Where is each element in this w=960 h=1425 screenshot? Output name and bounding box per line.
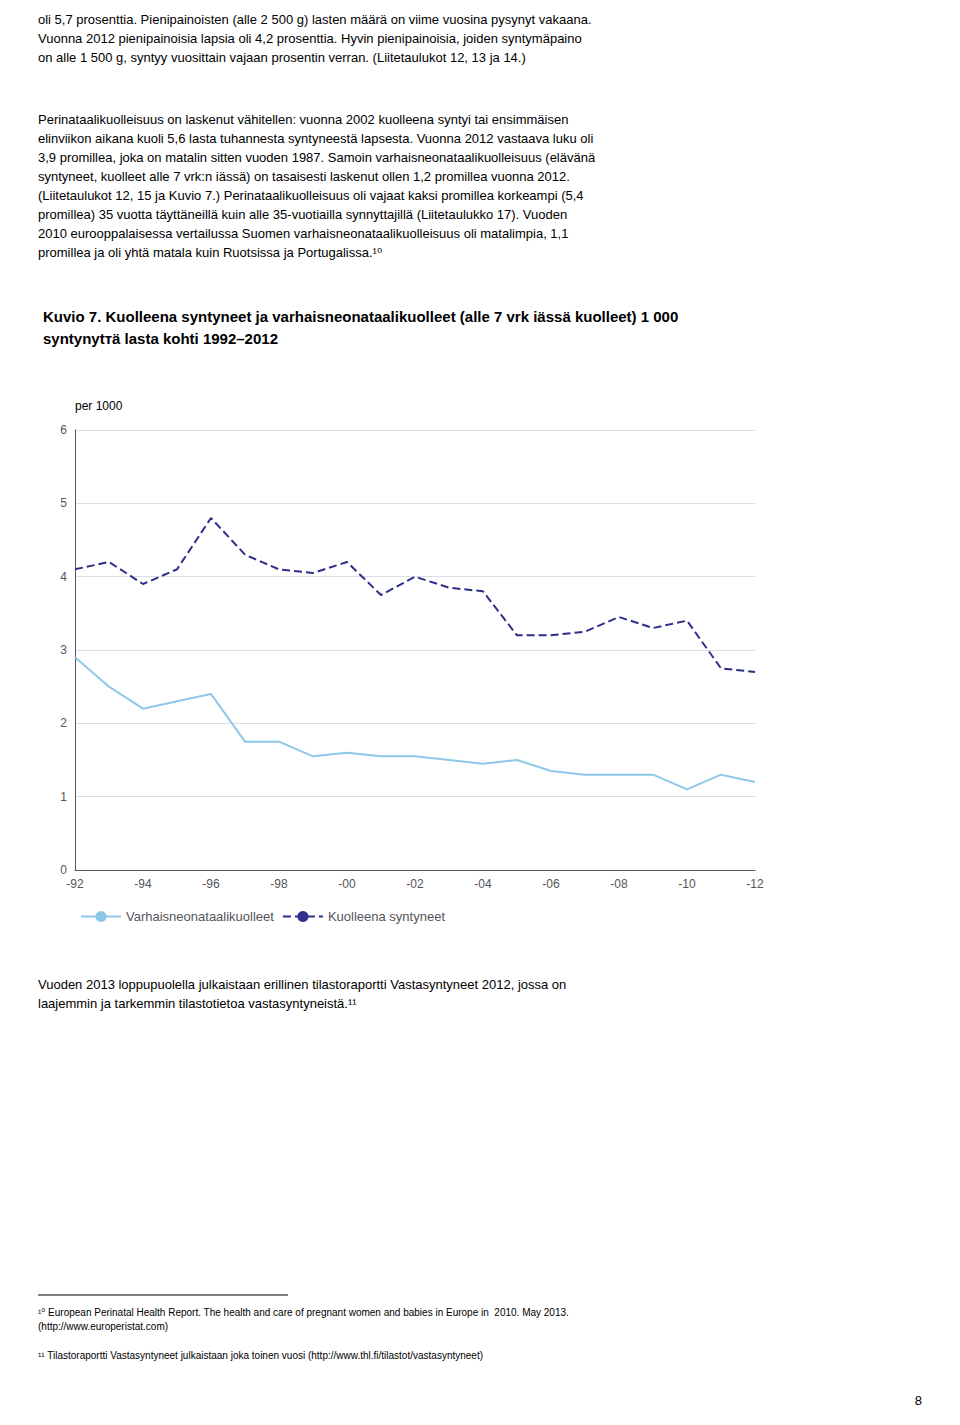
svg-text:Kuolleena syntyneet: Kuolleena syntyneet	[328, 909, 445, 924]
svg-text:¹⁰ European Perinatal Health R: ¹⁰ European Perinatal Health Report. The…	[38, 1307, 569, 1318]
svg-text:2: 2	[60, 716, 67, 730]
svg-text:on alle 1 500 g, syntyy vuosit: on alle 1 500 g, syntyy vuosittain vajaa…	[38, 50, 526, 65]
svg-text:promillea) 35 vuotta täyttänei: promillea) 35 vuotta täyttäneillä kuin a…	[38, 207, 567, 222]
svg-text:2010 eurooppalaisessa vertailu: 2010 eurooppalaisessa vertailussa Suomen…	[38, 226, 568, 241]
svg-text:-94: -94	[134, 877, 152, 891]
svg-text:Perinataalikuolleisuus on lask: Perinataalikuolleisuus on laskenut vähit…	[38, 112, 568, 127]
svg-text:per 1000: per 1000	[75, 399, 123, 413]
svg-text:promillea ja oli yhtä matala k: promillea ja oli yhtä matala kuin Ruotsi…	[38, 245, 382, 260]
svg-text:Varhaisneonataalikuolleet: Varhaisneonataalikuolleet	[126, 909, 274, 924]
svg-text:-04: -04	[474, 877, 492, 891]
svg-text:syntyneet, kuolleet alle 7 vrk: syntyneet, kuolleet alle 7 vrk:n iässä) …	[38, 169, 570, 184]
svg-text:Vuoden 2013 loppupuolella julk: Vuoden 2013 loppupuolella julkaistaan er…	[38, 977, 566, 992]
svg-text:oli 5,7 prosenttia. Pienipaino: oli 5,7 prosenttia. Pienipainoisten (all…	[38, 12, 592, 27]
svg-text:(http://www.europeristat.com): (http://www.europeristat.com)	[38, 1321, 168, 1332]
svg-text:-96: -96	[202, 877, 220, 891]
svg-text:laajemmin ja tarkemmin tilasto: laajemmin ja tarkemmin tilastotietoa vas…	[38, 996, 357, 1011]
svg-text:elinviikon aikana kuoli 5,6 la: elinviikon aikana kuoli 5,6 lasta tuhann…	[38, 131, 593, 146]
svg-text:¹¹ Tilastoraportti Vastasyntyn: ¹¹ Tilastoraportti Vastasyntyneet julkai…	[38, 1350, 483, 1361]
svg-text:5: 5	[60, 496, 67, 510]
svg-text:4: 4	[60, 570, 67, 584]
svg-text:-98: -98	[270, 877, 288, 891]
svg-text:1: 1	[60, 790, 67, 804]
svg-text:3,9 promillea, joka on matalin: 3,9 promillea, joka on matalin sitten vu…	[38, 150, 596, 165]
svg-text:-08: -08	[610, 877, 628, 891]
svg-text:6: 6	[60, 423, 67, 437]
svg-text:3: 3	[60, 643, 67, 657]
svg-text:-02: -02	[406, 877, 424, 891]
svg-text:(Liitetaulukot 12, 15 ja Kuvio: (Liitetaulukot 12, 15 ja Kuvio 7.) Perin…	[38, 188, 584, 203]
svg-text:8: 8	[915, 1393, 922, 1408]
svg-text:0: 0	[60, 863, 67, 877]
svg-text:-00: -00	[338, 877, 356, 891]
svg-text:-10: -10	[678, 877, 696, 891]
svg-text:-12: -12	[746, 877, 764, 891]
svg-text:Kuvio 7. Kuolleena syntyneet j: Kuvio 7. Kuolleena syntyneet ja varhaisn…	[43, 308, 678, 325]
svg-text:-92: -92	[66, 877, 84, 891]
svg-text:syntynytтä lasta kohti 1992–20: syntynytтä lasta kohti 1992–2012	[43, 330, 278, 347]
svg-text:Vuonna 2012 pienipainoisia lap: Vuonna 2012 pienipainoisia lapsia oli 4,…	[38, 31, 582, 46]
svg-text:-06: -06	[542, 877, 560, 891]
